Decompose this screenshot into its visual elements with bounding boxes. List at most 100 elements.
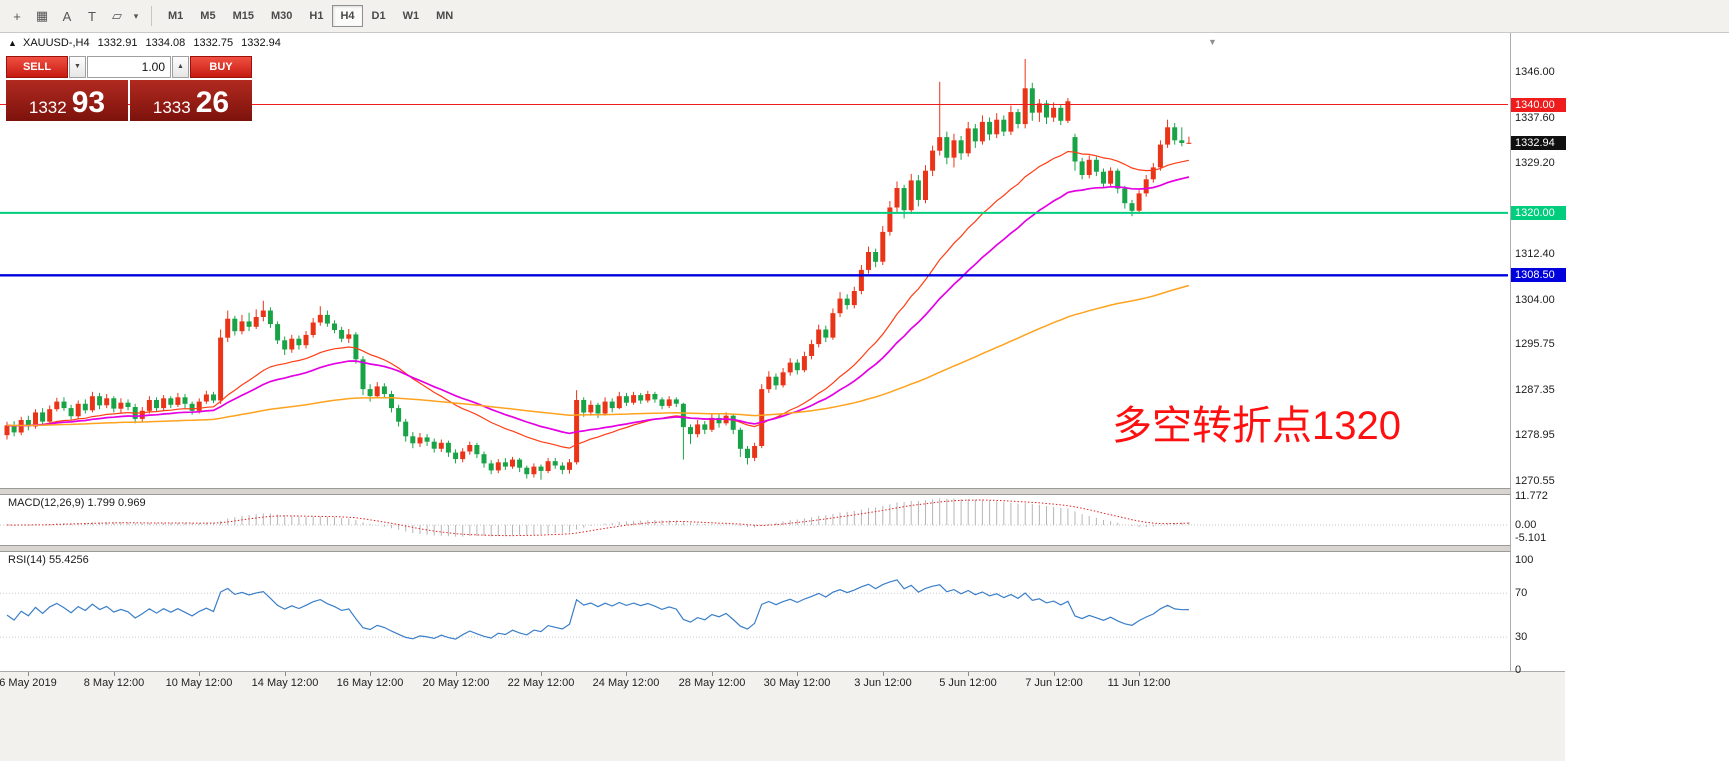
rsi-tick: 0	[1515, 664, 1522, 676]
timeframe-button-m1[interactable]: M1	[168, 10, 184, 22]
crosshair-icon[interactable]: +	[13, 8, 21, 24]
toolbar: + ▦ A T ▱ ▾ M1 M5 M15 M30 H1 H4 D1 W1 MN	[0, 0, 1729, 33]
time-tick-mark	[797, 672, 798, 676]
time-tick-mark	[199, 672, 200, 676]
trade-prices-row: 1332 93 1333 26	[6, 80, 254, 121]
timeframe-button-d1[interactable]: D1	[371, 10, 386, 22]
pane-divider[interactable]	[0, 545, 1565, 552]
ask-price-main: 1333	[152, 98, 191, 118]
grid-icon[interactable]: ▦	[35, 8, 49, 23]
volume-decrease-button[interactable]: ▼	[69, 56, 86, 78]
price-tick: 1346.00	[1515, 66, 1555, 78]
time-label: 8 May 12:00	[83, 677, 145, 689]
time-label: 10 May 12:00	[165, 677, 233, 689]
trade-controls-row: SELL ▼ ▲ BUY	[6, 56, 254, 78]
ask-price-pips: 26	[195, 86, 230, 119]
price-level-badge-1308.50: 1308.50	[1511, 268, 1566, 282]
time-tick-mark	[370, 672, 371, 676]
current-price-badge: 1332.94	[1511, 136, 1566, 150]
timeframe-toolbar: M1 M5 M15 M30 H1 H4 D1 W1 MN	[160, 5, 462, 27]
time-label: 20 May 12:00	[422, 677, 490, 689]
time-tick-mark	[456, 672, 457, 676]
ask-price-button[interactable]: 1333 26	[130, 80, 252, 121]
time-label: 5 Jun 12:00	[939, 677, 997, 689]
buy-button[interactable]: BUY	[190, 56, 252, 78]
price-level-badge-1340.00: 1340.00	[1511, 98, 1566, 112]
price-axis[interactable]: 1346.00 1337.60 1329.20 1312.40 1304.00 1295.…	[1510, 33, 1566, 676]
rsi-line	[6, 579, 1189, 640]
time-tick-mark	[1054, 672, 1055, 676]
time-tick-mark	[1139, 672, 1140, 676]
volume-increase-button[interactable]: ▲	[172, 56, 189, 78]
ohlc-high: 1334.08	[145, 37, 186, 49]
ohlc-close: 1332.94	[241, 37, 281, 49]
sell-button[interactable]: SELL	[6, 56, 68, 78]
time-label: 30 May 12:00	[763, 677, 831, 689]
bid-price-button[interactable]: 1332 93	[6, 80, 128, 121]
text-label-icon[interactable]: A	[62, 8, 72, 24]
ohlc-open: 1332.91	[97, 37, 138, 49]
rsi-tick: 100	[1515, 554, 1534, 566]
rsi-indicator-label: RSI(14) 55.4256	[8, 554, 89, 566]
timeframe-button-m30[interactable]: M30	[270, 10, 293, 22]
time-tick-mark	[114, 672, 115, 676]
time-tick-mark	[626, 672, 627, 676]
pane-divider[interactable]	[0, 488, 1565, 495]
time-label: 14 May 12:00	[251, 677, 319, 689]
fast-ma-line	[6, 150, 1190, 449]
price-tick: 1295.75	[1515, 338, 1555, 350]
time-tick-mark	[968, 672, 969, 676]
macd-tick: -5.101	[1515, 532, 1547, 544]
macd-tick: 0.00	[1515, 519, 1537, 531]
price-tick: 1270.55	[1515, 475, 1555, 487]
symbol-direction-icon: ▲	[8, 38, 17, 48]
rsi-tick: 70	[1515, 587, 1528, 599]
chart-window: ▲ XAUUSD-,H4 1332.91 1334.08 1332.75 133…	[0, 33, 1566, 761]
price-tick: 1312.40	[1515, 248, 1555, 260]
bid-price-pips: 93	[71, 86, 106, 119]
time-label: 16 May 12:00	[336, 677, 404, 689]
mid-ma-line	[6, 176, 1190, 435]
time-tick-mark	[285, 672, 286, 676]
drawing-toolbar: + ▦ A T ▱ ▾	[5, 4, 143, 28]
time-tick-mark	[712, 672, 713, 676]
time-label: 11 Jun 12:00	[1107, 677, 1171, 689]
time-label: 7 Jun 12:00	[1025, 677, 1083, 689]
bid-price-main: 1332	[28, 98, 67, 118]
time-label: 3 Jun 12:00	[854, 677, 912, 689]
price-tick: 1304.00	[1515, 294, 1555, 306]
time-tick-mark	[28, 672, 29, 676]
timeframe-button-w1[interactable]: W1	[402, 10, 420, 22]
chart-shift-marker[interactable]: ▼	[1208, 37, 1217, 47]
toolbar-separator	[151, 6, 152, 26]
macd-signal-line	[6, 499, 1189, 537]
candlestick-series	[4, 59, 1192, 480]
timeframe-button-h1[interactable]: H1	[309, 10, 324, 22]
price-tick: 1337.60	[1515, 112, 1555, 124]
symbol-label: XAUUSD-,H4	[22, 37, 90, 49]
timeframe-button-h4[interactable]: H4	[332, 5, 363, 27]
dropdown-caret-icon[interactable]: ▾	[133, 10, 139, 21]
timeframe-button-mn[interactable]: MN	[436, 10, 454, 22]
timeframe-button-m15[interactable]: M15	[232, 10, 254, 22]
chart-ohlc-header: ▲ XAUUSD-,H4 1332.91 1334.08 1332.75 133…	[8, 37, 286, 49]
price-level-badge-1320.00: 1320.00	[1511, 206, 1566, 220]
ohlc-low: 1332.75	[193, 37, 234, 49]
text-box-icon[interactable]: T	[88, 8, 96, 24]
slow-ma-line	[6, 284, 1190, 427]
timeframe-button-m5[interactable]: M5	[200, 10, 216, 22]
volume-input[interactable]	[87, 56, 171, 78]
macd-histogram	[13, 498, 1190, 537]
time-label: 24 May 12:00	[592, 677, 660, 689]
price-tick: 1287.35	[1515, 384, 1555, 396]
time-tick-mark	[883, 672, 884, 676]
price-tick: 1278.95	[1515, 429, 1555, 441]
chart-annotation-text[interactable]: 多空转折点1320	[1112, 404, 1401, 448]
time-label: 28 May 12:00	[678, 677, 746, 689]
time-axis[interactable]: 6 May 2019 8 May 12:00 10 May 12:00 14 May …	[0, 671, 1565, 761]
shapes-icon[interactable]: ▱	[112, 8, 122, 23]
macd-tick: 11.772	[1515, 490, 1548, 502]
one-click-trading-panel: SELL ▼ ▲ BUY 1332 93 1333 26	[6, 56, 254, 121]
rsi-tick: 30	[1515, 631, 1528, 643]
time-tick-mark	[541, 672, 542, 676]
